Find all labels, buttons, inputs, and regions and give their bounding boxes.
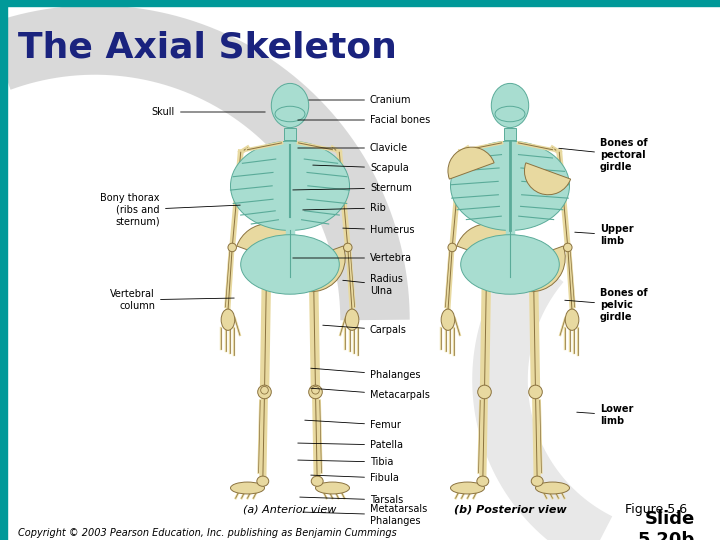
Ellipse shape (495, 106, 525, 122)
Bar (284, 127, 296, 139)
Ellipse shape (230, 141, 349, 231)
Text: Metacarpals: Metacarpals (311, 388, 430, 400)
Ellipse shape (271, 83, 309, 127)
Ellipse shape (536, 482, 570, 494)
Ellipse shape (309, 385, 323, 399)
Text: Cranium: Cranium (309, 95, 412, 105)
Ellipse shape (531, 476, 543, 487)
Ellipse shape (230, 482, 264, 494)
Text: Radius
Ulna: Radius Ulna (343, 274, 403, 296)
Text: Carpals: Carpals (323, 325, 407, 335)
Ellipse shape (315, 482, 349, 494)
Text: Slide
5.20b: Slide 5.20b (638, 510, 695, 540)
Ellipse shape (451, 482, 485, 494)
Text: Metatarsals
Phalanges: Metatarsals Phalanges (303, 504, 427, 526)
Text: Copyright © 2003 Pearson Education, Inc. publishing as Benjamin Cummings: Copyright © 2003 Pearson Education, Inc.… (18, 528, 397, 538)
Bar (504, 127, 516, 139)
Wedge shape (237, 224, 301, 258)
Ellipse shape (477, 385, 491, 399)
Text: (b) Posterior view: (b) Posterior view (454, 505, 567, 515)
Text: Clavicle: Clavicle (298, 143, 408, 153)
Ellipse shape (312, 387, 320, 394)
Ellipse shape (491, 83, 528, 127)
Text: Vertebral
column: Vertebral column (110, 289, 234, 311)
Text: Sternum: Sternum (293, 183, 412, 193)
Ellipse shape (451, 141, 570, 231)
Text: Phalanges: Phalanges (311, 368, 420, 380)
Text: Patella: Patella (298, 440, 403, 450)
Text: Humerus: Humerus (343, 225, 415, 235)
Ellipse shape (257, 476, 269, 487)
Text: Tibia: Tibia (298, 457, 393, 467)
Wedge shape (524, 163, 571, 195)
Text: Tarsals: Tarsals (300, 495, 403, 505)
Text: Femur: Femur (305, 420, 401, 430)
Text: Scapula: Scapula (312, 163, 409, 173)
Text: Lower
limb: Lower limb (577, 404, 634, 426)
Ellipse shape (528, 385, 542, 399)
Text: The Axial Skeleton: The Axial Skeleton (18, 30, 397, 64)
Text: Bony thorax
(ribs and
sternum): Bony thorax (ribs and sternum) (101, 193, 240, 227)
Bar (0, 0, 720, 6)
Wedge shape (448, 147, 494, 179)
Ellipse shape (221, 309, 235, 330)
Ellipse shape (477, 476, 489, 487)
Text: Bones of
pelvic
girdle: Bones of pelvic girdle (564, 288, 647, 322)
Wedge shape (499, 246, 565, 292)
Ellipse shape (240, 235, 339, 294)
Wedge shape (279, 246, 346, 292)
Text: Rib: Rib (303, 203, 386, 213)
Ellipse shape (565, 309, 579, 330)
Ellipse shape (343, 243, 352, 252)
Text: (a) Anterior view: (a) Anterior view (243, 505, 337, 515)
Ellipse shape (441, 309, 455, 330)
Ellipse shape (275, 106, 305, 122)
Text: Fibula: Fibula (311, 473, 399, 483)
Ellipse shape (258, 385, 271, 399)
Ellipse shape (261, 387, 269, 394)
Ellipse shape (564, 243, 572, 252)
Ellipse shape (311, 476, 323, 487)
Ellipse shape (461, 235, 559, 294)
Text: Figure 5.6: Figure 5.6 (625, 503, 687, 516)
Text: Upper
limb: Upper limb (575, 224, 634, 246)
Ellipse shape (346, 309, 359, 330)
Wedge shape (456, 224, 521, 258)
Text: Vertebra: Vertebra (293, 253, 412, 263)
Bar (0, 0, 7, 540)
Ellipse shape (448, 243, 456, 252)
Text: Skull: Skull (152, 107, 265, 117)
Text: Bones of
pectoral
girdle: Bones of pectoral girdle (559, 138, 647, 172)
Ellipse shape (228, 243, 236, 252)
Text: Facial bones: Facial bones (298, 115, 431, 125)
